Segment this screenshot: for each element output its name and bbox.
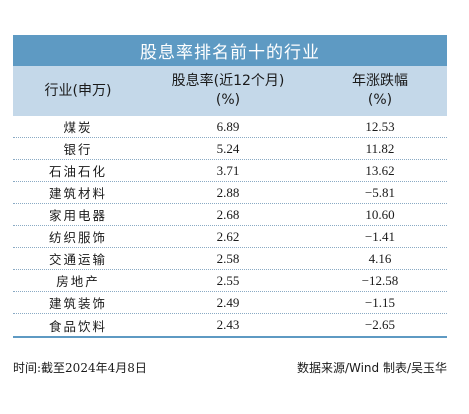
- table-row: 食品饮料 2.43 −2.65: [13, 314, 447, 336]
- cell-dividend: 2.62: [216, 228, 240, 244]
- cell-industry: 石油石化: [48, 164, 107, 179]
- cell-change: −1.41: [364, 228, 396, 244]
- cell-dividend: 2.49: [216, 294, 240, 310]
- cell-dividend: 2.88: [216, 184, 240, 200]
- cell-dividend: 2.58: [216, 250, 240, 266]
- table-row: 家用电器 2.68 10.60: [13, 204, 447, 226]
- cell-change: −5.81: [364, 184, 396, 200]
- header-industry: 行业(申万): [13, 82, 143, 101]
- cell-dividend: 2.55: [216, 272, 240, 288]
- cell-change: 12.53: [365, 118, 395, 134]
- table-header-row: 行业(申万) 股息率(近12个月) (%) 年涨跌幅 (%): [13, 66, 447, 116]
- cell-change: 13.62: [365, 162, 395, 178]
- footer-source: 数据来源/Wind 制表/吴玉华: [296, 360, 447, 375]
- cell-change: 11.82: [365, 140, 395, 156]
- cell-dividend: 3.71: [216, 162, 240, 178]
- cell-dividend: 2.43: [216, 317, 240, 332]
- table-body: 煤炭 6.89 12.53 银行 5.24 11.82 石油石化 3.71 13…: [13, 116, 447, 336]
- table-row: 纺织服饰 2.62 −1.41: [13, 226, 447, 248]
- header-industry-label: 行业(申万): [44, 82, 112, 99]
- cell-industry: 纺织服饰: [48, 230, 107, 245]
- dividend-table-card: 股息率排名前十的行业 行业(申万) 股息率(近12个月) (%) 年涨跌幅 (%…: [13, 35, 447, 338]
- cell-industry: 建筑装饰: [48, 296, 107, 311]
- table-row: 银行 5.24 11.82: [13, 138, 447, 160]
- cell-industry: 煤炭: [63, 120, 93, 135]
- cell-change: 4.16: [368, 250, 392, 266]
- cell-change: −1.15: [364, 294, 396, 310]
- table-title: 股息率排名前十的行业: [13, 35, 447, 66]
- cell-industry: 房地产: [56, 274, 100, 289]
- cell-change: −12.58: [361, 272, 399, 288]
- cell-dividend: 2.68: [216, 206, 240, 222]
- cell-change: −2.65: [364, 317, 396, 332]
- header-dividend-line1: 股息率(近12个月): [171, 73, 285, 89]
- header-change-line2: (%): [367, 92, 393, 108]
- table-row: 房地产 2.55 −12.58: [13, 270, 447, 292]
- cell-dividend: 6.89: [216, 118, 240, 134]
- table-row: 建筑装饰 2.49 −1.15: [13, 292, 447, 314]
- table-row: 建筑材料 2.88 −5.81: [13, 182, 447, 204]
- table-row: 煤炭 6.89 12.53: [13, 116, 447, 138]
- table-bottom-rule: [13, 336, 447, 338]
- header-dividend-line2: (%): [215, 92, 241, 108]
- header-change: 年涨跌幅 (%): [313, 72, 447, 110]
- cell-industry: 食品饮料: [48, 318, 107, 334]
- table-footer: 时间:截至2024年4月8日 数据来源/Wind 制表/吴玉华: [13, 357, 447, 377]
- table-row: 石油石化 3.71 13.62: [13, 160, 447, 182]
- header-change-line1: 年涨跌幅: [352, 73, 408, 89]
- cell-industry: 家用电器: [48, 208, 107, 223]
- header-dividend: 股息率(近12个月) (%): [143, 72, 313, 110]
- cell-industry: 建筑材料: [48, 186, 107, 201]
- table-row: 交通运输 2.58 4.16: [13, 248, 447, 270]
- cell-industry: 银行: [63, 142, 93, 157]
- cell-industry: 交通运输: [48, 252, 107, 267]
- cell-change: 10.60: [365, 206, 395, 222]
- cell-dividend: 5.24: [216, 140, 240, 156]
- footer-time: 时间:截至2024年4月8日: [13, 360, 147, 375]
